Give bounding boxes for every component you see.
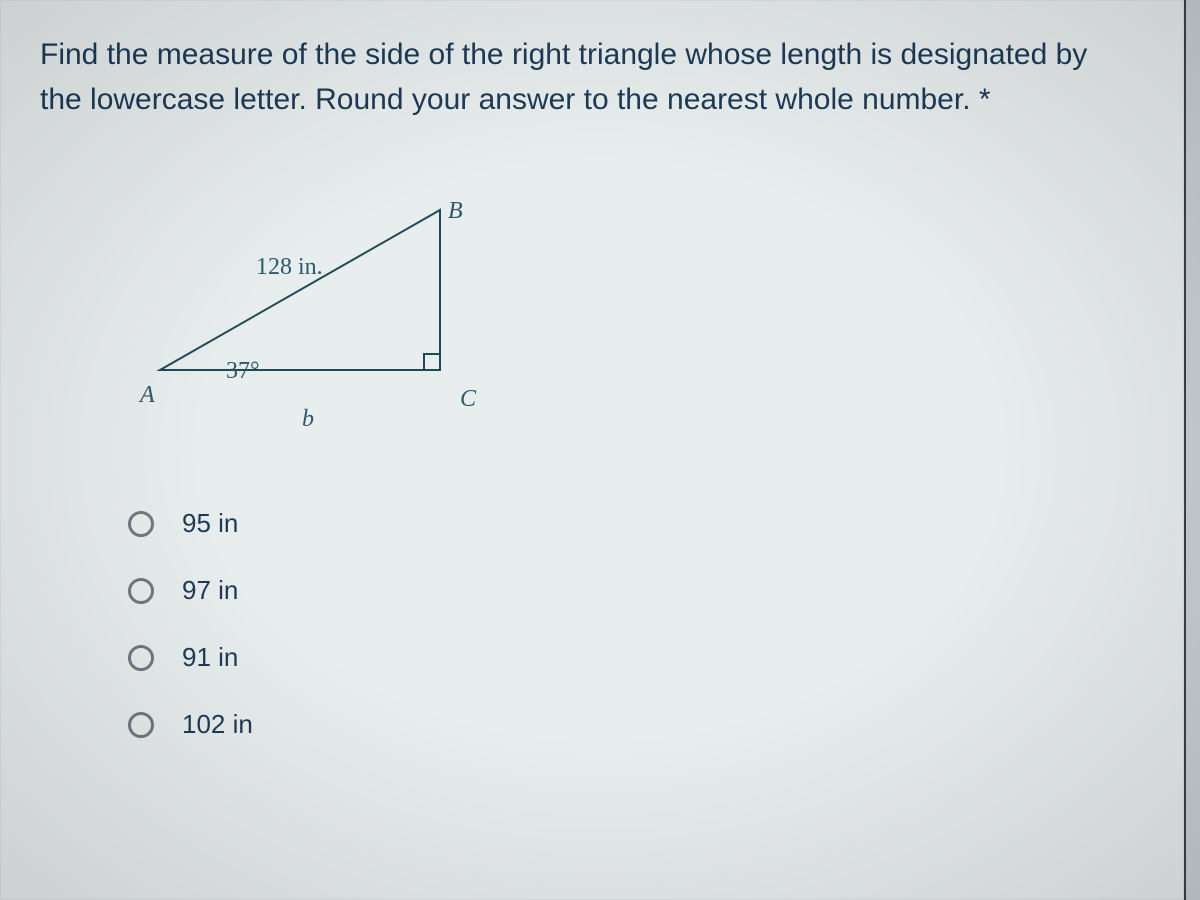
radio-icon[interactable] <box>128 578 154 604</box>
triangle-svg <box>140 180 560 460</box>
radio-icon[interactable] <box>128 645 154 671</box>
hypotenuse-label: 128 in. <box>256 254 323 281</box>
answer-option[interactable]: 102 in <box>128 691 1132 758</box>
side-b-label: b <box>302 406 314 433</box>
answer-option[interactable]: 91 in <box>128 624 1132 691</box>
triangle-figure: A B C 128 in. 37° b <box>140 180 560 460</box>
option-label: 91 in <box>182 642 238 673</box>
answer-options: 95 in 97 in 91 in 102 in <box>128 490 1132 758</box>
option-label: 95 in <box>182 508 238 539</box>
option-label: 97 in <box>182 575 238 606</box>
radio-icon[interactable] <box>128 712 154 738</box>
question-body: Find the measure of the side of the righ… <box>40 38 1087 116</box>
answer-option[interactable]: 97 in <box>128 557 1132 624</box>
vertex-label-c: C <box>460 386 476 413</box>
answer-option[interactable]: 95 in <box>128 490 1132 557</box>
vertex-label-b: B <box>448 198 463 225</box>
radio-icon[interactable] <box>128 511 154 537</box>
angle-a-label: 37° <box>226 358 260 385</box>
vertex-label-a: A <box>140 382 155 409</box>
question-text: Find the measure of the side of the righ… <box>40 32 1132 122</box>
required-marker: * <box>979 83 991 116</box>
option-label: 102 in <box>182 709 253 740</box>
question-card: Find the measure of the side of the righ… <box>0 0 1186 900</box>
